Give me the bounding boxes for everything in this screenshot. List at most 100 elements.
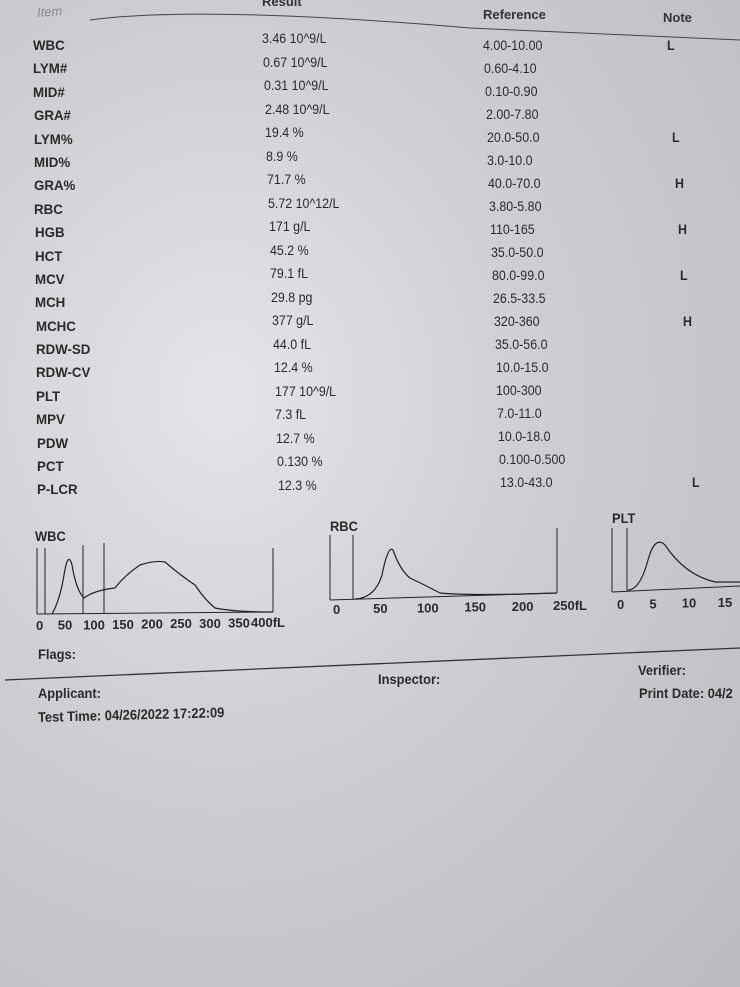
plt-tick-label: 10	[682, 596, 696, 611]
row-reference-range: 320-360	[493, 314, 540, 329]
row-result-value: 171 g/L	[268, 219, 311, 235]
wbc-histogram	[36, 543, 274, 615]
row-item-label: MPV	[36, 411, 66, 428]
print-date: Print Date: 04/2	[639, 685, 733, 701]
rbc-tick-label: 250fL	[553, 598, 587, 613]
row-item-label: GRA%	[34, 177, 76, 194]
row-result-value: 0.67 10^9/L	[262, 54, 328, 70]
row-result-value: 79.1 fL	[270, 266, 309, 282]
row-item-label: LYM#	[33, 60, 68, 77]
row-result-value: 3.46 10^9/L	[262, 31, 327, 46]
header-reference: Reference	[483, 7, 546, 22]
wbc-tick-label: 250	[170, 616, 192, 631]
row-reference-range: 0.10-0.90	[484, 84, 538, 99]
row-result-value: 5.72 10^12/L	[267, 195, 340, 211]
plt-histogram	[611, 528, 740, 593]
header-note: Note	[663, 10, 692, 25]
rbc-tick-label: 200	[512, 599, 534, 614]
verifier-label: Verifier:	[638, 662, 686, 678]
row-result-value: 12.4 %	[273, 360, 313, 376]
row-item-label: MID#	[33, 83, 66, 100]
rbc-curve	[354, 548, 558, 600]
row-item-label: MID%	[34, 153, 71, 170]
row-result-value: 2.48 10^9/L	[264, 101, 330, 117]
row-result-value: 44.0 fL	[272, 336, 311, 352]
wbc-tick-label: 0	[36, 618, 43, 633]
row-item-label: RDW-SD	[35, 341, 91, 358]
rbc-histogram-title: RBC	[330, 518, 358, 534]
row-result-value: 12.7 %	[276, 430, 315, 446]
plt-curve	[627, 541, 740, 591]
rbc-tick-label: 0	[333, 602, 340, 617]
row-note-flag: H	[682, 314, 692, 329]
row-result-value: 12.3 %	[278, 477, 317, 493]
plt-tick-label: 0	[617, 597, 624, 612]
row-item-label: MCV	[35, 270, 65, 287]
wbc-curve	[51, 558, 274, 615]
row-note-flag: L	[667, 38, 675, 53]
row-result-value: 7.3 fL	[275, 407, 307, 423]
row-note-flag: L	[672, 130, 680, 145]
row-item-label: WBC	[33, 37, 65, 53]
row-reference-range: 7.0-11.0	[497, 406, 542, 421]
wbc-tick-label: 50	[58, 618, 72, 633]
row-reference-range: 10.0-18.0	[498, 429, 551, 444]
flags-label: Flags:	[38, 646, 76, 662]
row-item-label: GRA#	[33, 107, 71, 124]
rbc-histogram	[329, 528, 558, 601]
plt-histogram-title: PLT	[612, 510, 636, 526]
row-result-value: 0.130 %	[277, 454, 323, 470]
row-result-value: 29.8 pg	[271, 289, 313, 305]
row-result-value: 377 g/L	[272, 313, 314, 329]
row-note-flag: L	[692, 475, 700, 490]
row-reference-range: 13.0-43.0	[500, 475, 553, 490]
row-reference-range: 3.80-5.80	[489, 199, 542, 214]
row-reference-range: 0.60-4.10	[483, 61, 537, 76]
wbc-tick-label: 100	[83, 617, 105, 632]
row-reference-range: 2.00-7.80	[485, 107, 539, 122]
row-item-label: HGB	[34, 224, 65, 241]
row-item-label: MCHC	[35, 317, 76, 334]
row-result-value: 19.4 %	[265, 125, 305, 141]
row-reference-range: 35.0-50.0	[491, 245, 544, 260]
wbc-tick-label: 200	[141, 617, 163, 632]
row-item-label: PDW	[36, 434, 68, 451]
row-reference-range: 40.0-70.0	[488, 176, 541, 191]
row-result-value: 8.9 %	[266, 148, 298, 164]
row-item-label: PLT	[36, 387, 61, 404]
row-note-flag: H	[677, 222, 687, 237]
row-reference-range: 100-300	[496, 383, 542, 398]
rbc-tick-label: 100	[417, 600, 439, 615]
row-item-label: HCT	[34, 247, 63, 264]
row-result-value: 177 10^9/L	[274, 383, 336, 399]
row-item-label: MCH	[35, 294, 66, 311]
row-note-flag: L	[680, 268, 688, 283]
wbc-histogram-title: WBC	[35, 528, 66, 544]
row-reference-range: 35.0-56.0	[494, 337, 548, 352]
applicant-label: Applicant:	[38, 685, 101, 701]
row-result-value: 0.31 10^9/L	[263, 78, 329, 93]
row-reference-range: 3.0-10.0	[487, 153, 534, 168]
wbc-tick-label: 350	[228, 615, 250, 630]
header-rule	[89, 13, 740, 41]
inspector-label: Inspector:	[378, 671, 441, 687]
rbc-tick-label: 50	[373, 601, 387, 616]
row-reference-range: 26.5-33.5	[492, 291, 546, 306]
row-result-value: 71.7 %	[267, 172, 306, 188]
row-reference-range: 20.0-50.0	[486, 130, 540, 145]
row-reference-range: 10.0-15.0	[495, 360, 548, 375]
header-result: Result	[262, 0, 302, 9]
row-reference-range: 80.0-99.0	[491, 268, 545, 283]
row-result-value: 45.2 %	[269, 242, 309, 258]
row-item-label: RBC	[34, 200, 64, 217]
plt-tick-label: 15	[718, 595, 732, 610]
plt-baseline	[611, 585, 740, 593]
row-item-label: LYM%	[33, 130, 73, 147]
footer-rule	[4, 647, 740, 681]
row-item-label: PCT	[36, 458, 64, 474]
row-note-flag: H	[674, 176, 684, 191]
row-item-label: P-LCR	[37, 481, 78, 498]
row-reference-range: 110-165	[490, 222, 535, 237]
rbc-tick-label: 150	[464, 600, 486, 615]
